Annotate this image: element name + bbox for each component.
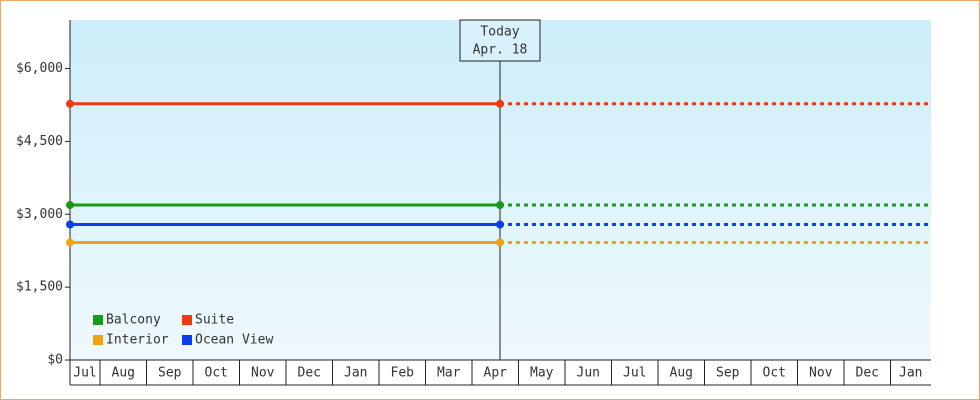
x-tick-label: Sep <box>158 366 182 381</box>
legend-label: Suite <box>195 313 234 328</box>
x-tick-label: Jun <box>577 366 600 381</box>
series-point <box>496 201 504 210</box>
x-tick-label: May <box>530 366 554 381</box>
x-tick-label: Dec <box>856 366 879 381</box>
x-tick-label: Dec <box>298 366 321 381</box>
legend-swatch <box>93 315 103 325</box>
x-tick-label: Apr <box>484 366 508 381</box>
series-point <box>66 201 74 210</box>
legend-swatch <box>93 335 103 345</box>
series-point <box>66 238 74 247</box>
y-tick-label: $0 <box>47 353 63 368</box>
today-title: Today <box>480 25 519 40</box>
x-tick-label: Aug <box>112 366 135 381</box>
y-tick-label: $3,000 <box>16 207 63 222</box>
x-tick-label: Jul <box>73 366 96 381</box>
series-point <box>496 238 504 247</box>
series-point <box>496 220 504 229</box>
x-tick-label: Oct <box>763 366 786 381</box>
y-tick-label: $1,500 <box>16 280 63 295</box>
today-date: Apr. 18 <box>473 43 528 58</box>
series-point <box>66 220 74 229</box>
series-point <box>66 99 74 108</box>
legend-label: Interior <box>106 333 169 348</box>
legend-swatch <box>182 315 192 325</box>
x-tick-label: Feb <box>391 366 415 381</box>
x-tick-label: Aug <box>670 366 693 381</box>
x-tick-label: Oct <box>205 366 228 381</box>
legend-swatch <box>182 335 192 345</box>
x-tick-label: Mar <box>437 366 461 381</box>
legend-label: Ocean View <box>195 333 273 348</box>
series-point <box>496 99 504 108</box>
x-tick-label: Sep <box>716 366 740 381</box>
x-tick-label: Jul <box>623 366 646 381</box>
x-tick-label: Nov <box>809 366 833 381</box>
y-tick-label: $6,000 <box>16 61 63 76</box>
x-tick-label: Nov <box>251 366 275 381</box>
x-tick-label: Jan <box>344 366 367 381</box>
legend-label: Balcony <box>106 313 161 328</box>
x-tick-label: Jan <box>899 366 922 381</box>
y-tick-label: $4,500 <box>16 134 63 149</box>
today-box <box>459 19 541 62</box>
